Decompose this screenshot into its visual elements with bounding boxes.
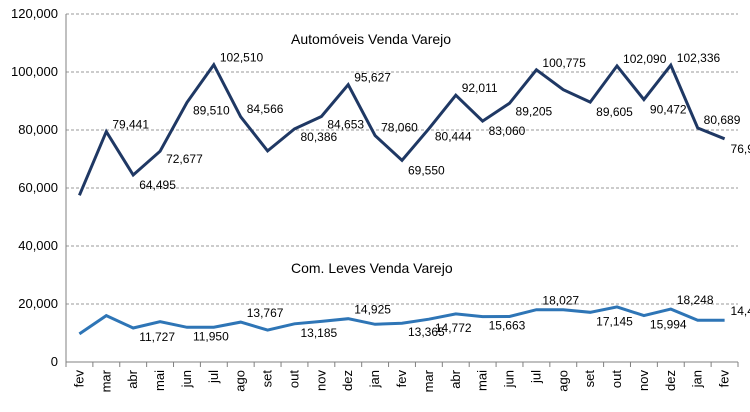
data-label-automoveis: 64,495 xyxy=(139,178,176,192)
data-label-automoveis: 92,011 xyxy=(462,81,498,95)
y-tick-label: 20,000 xyxy=(18,296,58,311)
y-tick-label: 80,000 xyxy=(18,122,58,137)
y-tick-label: 60,000 xyxy=(18,180,58,195)
data-label-com-leves: 11,727 xyxy=(139,330,175,344)
x-tick-label: fev xyxy=(717,370,732,388)
data-label-com-leves: 14,414 xyxy=(731,304,750,318)
series xyxy=(78,61,726,336)
data-label-automoveis: 76,968 xyxy=(731,142,750,156)
data-label-com-leves: 13,767 xyxy=(247,306,284,320)
data-label-com-leves: 18,248 xyxy=(677,293,714,307)
y-tick-label: 120,000 xyxy=(11,6,58,21)
x-tick-label: ago xyxy=(555,370,570,392)
data-label-automoveis: 95,627 xyxy=(354,71,391,85)
x-tick-label: jul xyxy=(206,370,221,384)
x-tick-label: mar xyxy=(421,369,436,392)
series-title-automoveis: Automóveis Venda Varejo xyxy=(291,31,451,47)
data-label-com-leves: 15,663 xyxy=(489,319,526,333)
data-label-automoveis: 102,510 xyxy=(220,51,264,65)
data-label-com-leves: 17,145 xyxy=(596,314,633,328)
x-tick-label: abr xyxy=(125,369,140,388)
data-label-automoveis: 102,090 xyxy=(623,52,667,66)
axes: 0 20,000 40,000 60,000 80,000 100,000 120,000 f… xyxy=(11,6,739,392)
data-label-automoveis: 84,566 xyxy=(247,102,284,116)
x-tick-label: jun xyxy=(502,370,517,388)
x-tick-label: dez xyxy=(663,370,678,391)
data-label-automoveis: 80,444 xyxy=(435,130,472,144)
x-tick-label: jun xyxy=(179,370,194,388)
data-label-automoveis: 79,441 xyxy=(112,118,149,132)
x-tick-label: fev xyxy=(394,370,409,388)
data-label-com-leves: 14,925 xyxy=(354,303,391,317)
data-label-automoveis: 89,510 xyxy=(193,103,230,117)
x-tick-label: dez xyxy=(340,370,355,391)
data-label-automoveis: 100,775 xyxy=(542,56,586,70)
data-label-automoveis: 80,386 xyxy=(300,130,337,144)
x-tick-label: jan xyxy=(690,370,705,388)
x-tick-label: mai xyxy=(475,370,490,391)
data-label-automoveis: 89,205 xyxy=(516,104,553,118)
data-label-com-leves: 13,185 xyxy=(300,326,337,340)
data-label-com-leves: 15,994 xyxy=(650,318,687,332)
y-tick-label: 40,000 xyxy=(18,238,58,253)
data-label-automoveis: 90,472 xyxy=(650,103,687,117)
gridlines xyxy=(66,13,738,305)
data-label-automoveis: 102,336 xyxy=(677,51,721,65)
x-tick-label: nov xyxy=(636,370,651,391)
x-tick-label: mai xyxy=(152,370,167,391)
x-tick-label: nov xyxy=(313,370,328,391)
series-title-com-leves: Com. Leves Venda Varejo xyxy=(291,260,453,276)
x-tick-label: set xyxy=(260,370,275,388)
data-label-automoveis: 78,060 xyxy=(381,121,418,135)
data-label-automoveis: 72,677 xyxy=(166,152,203,166)
x-tick-label: mar xyxy=(98,369,113,392)
data-label-com-leves: 13,365 xyxy=(408,325,445,339)
x-tick-label: out xyxy=(609,370,624,388)
data-label-com-leves: 14,772 xyxy=(435,321,472,335)
y-tick-label: 0 xyxy=(51,354,58,369)
x-tick-label: out xyxy=(286,370,301,388)
data-labels: 79,441 64,495 72,677 89,510 102,510 84,566 80,… xyxy=(112,51,750,344)
data-label-automoveis: 69,550 xyxy=(408,163,445,177)
data-label-automoveis: 80,689 xyxy=(704,113,741,127)
x-tick-label: jul xyxy=(528,370,543,384)
x-tick-label: jan xyxy=(367,370,382,388)
data-label-automoveis: 83,060 xyxy=(489,124,526,138)
y-tick-label: 100,000 xyxy=(11,64,58,79)
x-tick-label: ago xyxy=(233,370,248,392)
data-label-com-leves: 18,027 xyxy=(542,294,579,308)
data-label-automoveis: 89,605 xyxy=(596,105,633,119)
x-tick-label: abr xyxy=(448,369,463,388)
x-tick-label: fev xyxy=(71,370,86,388)
x-tick-label: set xyxy=(582,370,597,388)
data-label-automoveis: 84,653 xyxy=(327,118,364,132)
data-label-com-leves: 11,950 xyxy=(193,329,229,343)
